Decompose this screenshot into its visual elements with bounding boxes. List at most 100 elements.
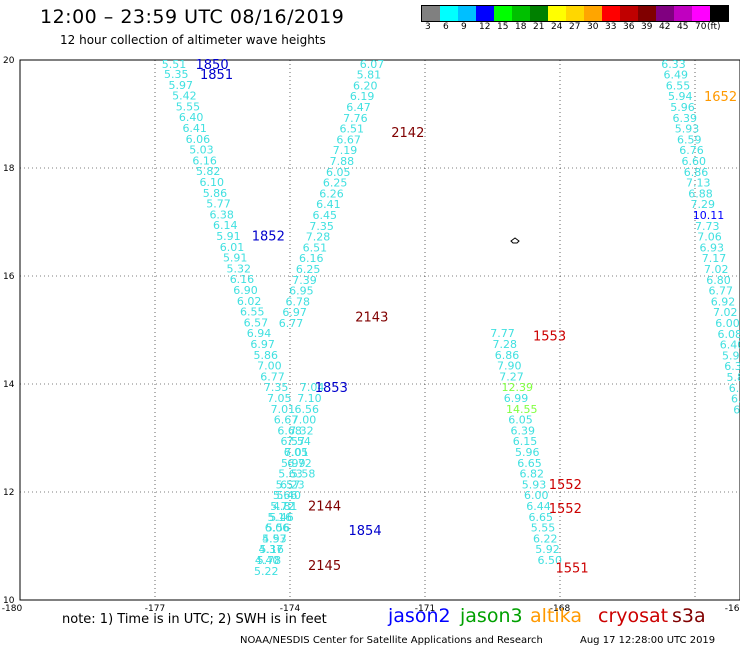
- wave-height-value: 5.57: [262, 532, 287, 545]
- lon-tick-label: -168: [550, 604, 571, 614]
- legend-swatch: [440, 6, 458, 21]
- wave-height-value: 7.10: [297, 392, 322, 405]
- island-marker: [510, 237, 520, 244]
- track-jason2-1850-1852: 5.515.355.975.425.556.406.416.065.036.16…: [162, 58, 316, 481]
- lon-tick-label: -165: [725, 604, 740, 614]
- track-cryosat-1551-1553: 7.777.286.867.907.2712.396.9914.556.056.…: [490, 327, 562, 567]
- legend-label: 39: [641, 22, 653, 32]
- wave-height-value: 6.1: [733, 403, 740, 416]
- wave-height-value: 6.49: [664, 69, 689, 82]
- wave-height-value: 6.77: [709, 285, 734, 298]
- wave-height-value: 5.16: [259, 543, 284, 556]
- wave-height-value: 7.17: [702, 252, 727, 265]
- wave-height-value: 7.28: [306, 231, 331, 244]
- wave-height-value: 5.94: [668, 90, 693, 103]
- pass-time-label: 1850: [196, 58, 229, 73]
- wave-height-value: 6.94: [247, 327, 271, 340]
- wave-height-value: 5.16: [268, 511, 293, 524]
- pass-time-label: 1854: [349, 524, 382, 539]
- wave-height-value: 6.20: [353, 79, 378, 92]
- wave-height-value: 7.05: [267, 392, 292, 405]
- wave-height-value: 7.54: [286, 435, 311, 448]
- wave-height-value: 6.51: [303, 241, 328, 254]
- legend-label: 30: [587, 22, 599, 32]
- wave-height-value: 6.0: [729, 382, 740, 395]
- track-altika-1652: 6.336.496.555.945.966.395.936.596.766.60…: [661, 58, 740, 417]
- wave-height-value: 6.78: [286, 295, 311, 308]
- mission-label-cryosat: cryosat: [598, 605, 669, 627]
- wave-height-value: 6.82: [520, 468, 545, 481]
- wave-height-value: 4.37: [259, 543, 284, 556]
- wave-height-value: 6.19: [350, 90, 375, 103]
- wave-height-value: 6.55: [666, 79, 691, 92]
- wave-height-value: 6.0: [731, 393, 740, 406]
- wave-height-value: 5.03: [189, 144, 214, 157]
- wave-height-value: 12.39: [502, 381, 534, 394]
- lat-tick-label: 12: [3, 488, 14, 498]
- wave-height-value: 6.16: [299, 252, 324, 265]
- pass-time-label: 2145: [308, 559, 341, 574]
- pass-time-label: 1853: [315, 381, 348, 396]
- wave-height-value: 5.81: [357, 69, 382, 82]
- wave-height-value: 6.59: [677, 133, 702, 146]
- wave-height-value: 4.81: [273, 500, 298, 513]
- wave-height-value: 6.67: [274, 414, 299, 427]
- wave-height-value: 6.90: [233, 284, 257, 297]
- lat-tick-label: 18: [3, 164, 15, 174]
- wave-height-value: 6.68: [277, 424, 302, 437]
- pass-time-label: 1552: [549, 478, 582, 493]
- lon-tick-label: -174: [280, 604, 301, 614]
- lat-tick-label: 16: [3, 272, 15, 282]
- wave-height-value: 6.26: [319, 187, 344, 200]
- altimeter-tracks: 5.515.355.975.425.556.406.416.065.036.16…: [162, 58, 740, 578]
- wave-height-value: 6.02: [237, 295, 262, 308]
- wave-height-value: 6.00: [715, 317, 740, 330]
- wave-height-value: 7.02: [713, 306, 738, 319]
- wave-height-value: 7.01: [284, 446, 309, 459]
- legend-swatch: [638, 6, 656, 21]
- wave-height-value: 5.91: [216, 230, 241, 243]
- wave-height-value: 6.95: [289, 285, 314, 298]
- wave-height-value: 5.97: [169, 79, 194, 92]
- wave-height-value: 5.55: [176, 100, 201, 113]
- legend-label: 6: [443, 22, 449, 32]
- legend-swatch: [494, 6, 512, 21]
- wave-height-value: 7.90: [497, 360, 522, 373]
- wave-height-value: 7.06: [697, 231, 722, 244]
- wave-height-value: 6.30: [724, 360, 740, 373]
- wave-height-value: 5.97: [722, 349, 740, 362]
- legend-label: 21: [533, 22, 545, 32]
- wave-height-value: 6.25: [296, 263, 321, 276]
- legend-label: 33: [605, 22, 617, 32]
- pass-time-label: 1552: [549, 502, 582, 517]
- wave-height-value: 5.78: [257, 554, 282, 567]
- footer-note: note: 1) Time is in UTC; 2) SWH is in fe…: [62, 612, 327, 627]
- wave-height-value: 5.46: [269, 511, 294, 524]
- wave-height-value: 6.14: [213, 219, 238, 232]
- legend-swatch: [548, 6, 566, 21]
- wave-height-value: 6.77: [279, 317, 304, 330]
- legend-swatch: [458, 6, 476, 21]
- wave-height-value: 5.56: [266, 522, 291, 535]
- axis-labels: -180 -177 -174 -171 -168 -165 20 18 16 14 12 10: [2, 56, 740, 614]
- wave-height-value: 6.57: [244, 316, 269, 329]
- wave-height-value: 5.58: [291, 468, 316, 481]
- wave-height-value: 6.86: [495, 349, 520, 362]
- lat-tick-label: 14: [3, 380, 15, 390]
- wave-height-value: 6.39: [673, 112, 698, 125]
- map-subtitle: 12 hour collection of altimeter wave hei…: [60, 33, 326, 47]
- wave-height-value: 6.72: [287, 457, 312, 470]
- legend-label: 18: [515, 22, 527, 32]
- generated-timestamp: Aug 17 12:28:00 UTC 2019: [580, 635, 716, 646]
- wave-height-value: 6.16: [230, 273, 255, 286]
- wave-height-value: 5.32: [227, 262, 252, 275]
- pass-time-label: 2144: [308, 500, 341, 515]
- track-jason2-1853-1854: 7.047.106.567.007.327.546.055.995.635.57…: [254, 381, 324, 578]
- legend-label: 27: [569, 22, 581, 32]
- map-frame: [19, 59, 740, 601]
- legend-swatch: [710, 6, 728, 21]
- legend-label: 24: [551, 22, 563, 32]
- wave-height-value: 5.55: [531, 522, 556, 535]
- wave-height-value: 5.86: [203, 187, 228, 200]
- credit-line: NOAA/NESDIS Center for Satellite Applica…: [240, 635, 543, 646]
